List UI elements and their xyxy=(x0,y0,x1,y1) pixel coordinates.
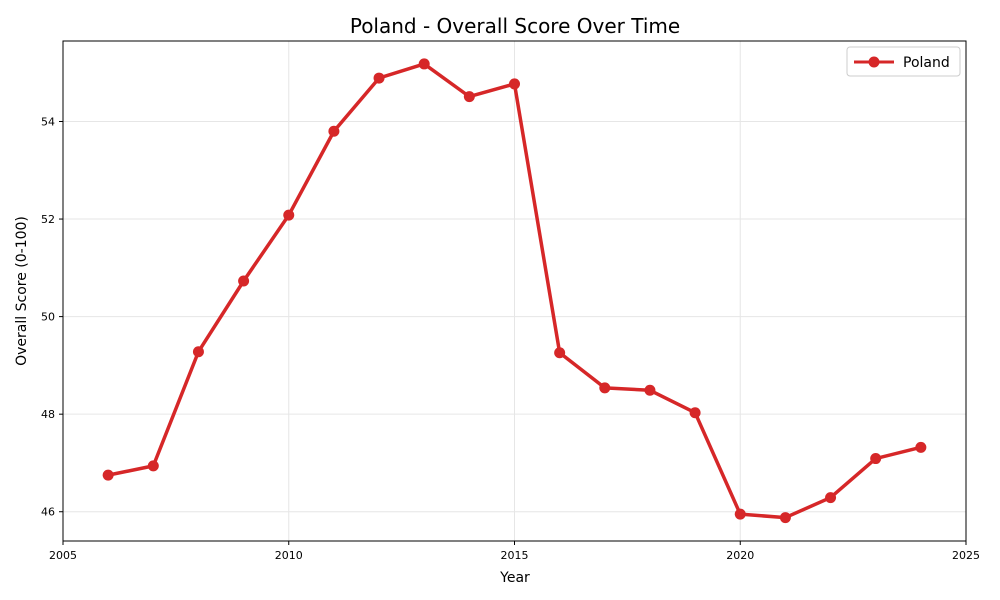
x-tick-label: 2020 xyxy=(726,549,754,562)
x-axis-label: Year xyxy=(499,570,530,586)
y-tick-label: 50 xyxy=(41,311,55,324)
data-point xyxy=(238,275,250,287)
y-tick-label: 48 xyxy=(41,408,55,421)
data-point xyxy=(779,512,791,524)
data-point xyxy=(689,407,701,419)
legend-marker xyxy=(868,56,880,68)
x-axis-ticks: 2005 2010 2015 2020 2025 xyxy=(49,541,980,562)
data-point xyxy=(870,453,882,465)
data-point xyxy=(328,125,340,137)
chart-title: Poland - Overall Score Over Time xyxy=(350,14,680,38)
data-point xyxy=(915,441,927,453)
legend-box xyxy=(846,46,961,77)
data-point xyxy=(418,58,430,70)
y-tick-label: 46 xyxy=(41,506,55,519)
y-axis-ticks: 46 48 50 52 54 xyxy=(41,115,63,519)
series-layer xyxy=(102,58,927,524)
x-tick-label: 2015 xyxy=(501,549,529,562)
data-point xyxy=(825,492,837,504)
legend: Poland xyxy=(846,46,961,77)
legend-label: Poland xyxy=(903,55,950,71)
x-tick-label: 2025 xyxy=(952,549,980,562)
data-point xyxy=(734,508,746,520)
data-point xyxy=(102,469,114,481)
x-tick-label: 2005 xyxy=(49,549,77,562)
y-axis-label: Overall Score (0-100) xyxy=(14,216,30,366)
data-point xyxy=(644,384,656,396)
data-point xyxy=(599,382,611,394)
data-point xyxy=(192,346,204,358)
y-tick-label: 52 xyxy=(41,213,55,226)
data-point xyxy=(509,78,520,90)
data-point xyxy=(147,460,159,472)
data-point xyxy=(373,72,385,84)
data-point xyxy=(554,347,566,359)
data-point xyxy=(283,209,295,221)
y-tick-label: 54 xyxy=(41,115,55,128)
data-point xyxy=(463,91,475,103)
x-tick-label: 2010 xyxy=(275,549,303,562)
plot-frame xyxy=(62,40,967,542)
